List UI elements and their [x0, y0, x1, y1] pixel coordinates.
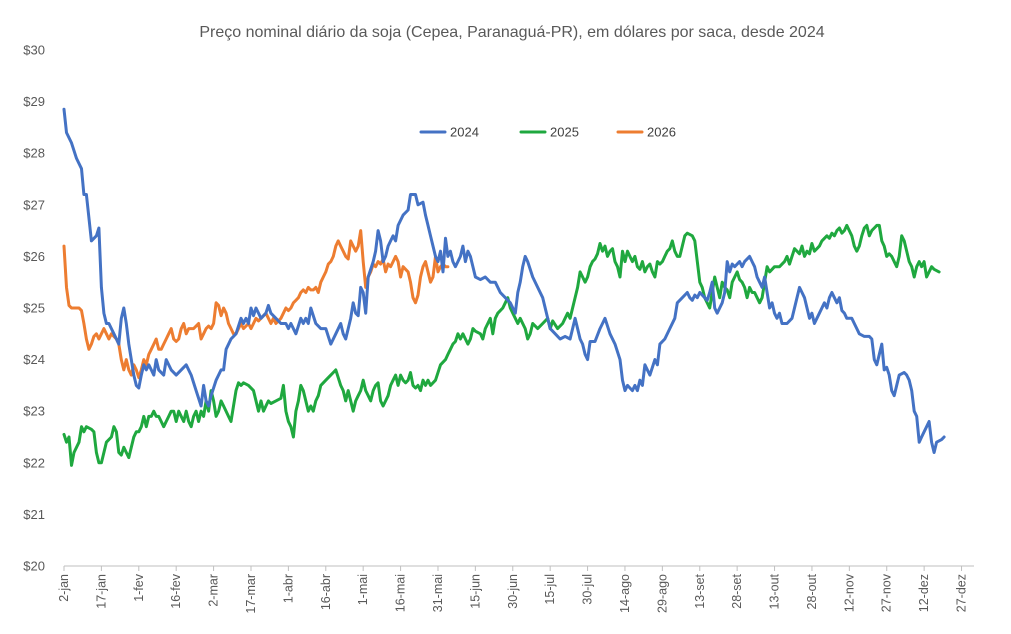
series-line-2025 [62, 223, 941, 467]
series-layer [62, 107, 946, 467]
x-tick-label: 15-jul [543, 574, 557, 605]
y-tick-label: $27 [23, 197, 45, 212]
y-tick-label: $29 [23, 94, 45, 109]
y-tick-label: $28 [23, 146, 45, 161]
x-tick-label: 29-ago [655, 574, 669, 613]
x-tick-label: 13-out [768, 573, 782, 609]
x-axis: 2-jan 17-jan 1-fev 16-fev 2-mar 17-mar 1-abr 16… [57, 565, 974, 614]
legend: 2024 2025 2026 [419, 125, 676, 140]
legend-label-2025: 2025 [550, 125, 579, 140]
x-tick-label: 16-fev [169, 573, 183, 608]
x-tick-label: 31-mai [431, 574, 445, 612]
x-tick-label: 27-nov [880, 573, 894, 612]
x-tick-label: 1-mai [356, 574, 370, 605]
y-tick-label: $26 [23, 249, 45, 264]
x-tick-label: 1-abr [281, 574, 295, 603]
y-tick-label: $22 [23, 455, 45, 470]
x-tick-label: 12-nov [842, 573, 856, 612]
x-tick-label: 30-jul [581, 574, 595, 605]
x-tick-label: 12-dez [917, 574, 931, 612]
x-tick-label: 15-jun [468, 574, 482, 609]
legend-label-2026: 2026 [647, 125, 676, 140]
y-tick-label: $25 [23, 301, 45, 316]
series-line-2024 [62, 107, 946, 454]
x-tick-label: 27-dez [955, 574, 969, 612]
y-tick-label: $20 [23, 559, 45, 574]
x-tick-label: 16-abr [319, 574, 333, 610]
x-tick-label: 28-set [730, 573, 744, 608]
y-tick-label: $23 [23, 404, 45, 419]
x-tick-label: 2-jan [57, 574, 71, 602]
legend-label-2024: 2024 [450, 125, 479, 140]
y-axis: $20 $21 $22 $23 $24 $25 $26 $27 $28 $29 $30 [23, 43, 45, 574]
x-tick-label: 2-mar [207, 574, 221, 607]
y-tick-label: $30 [23, 43, 45, 58]
chart-title: Preço nominal diário da soja (Cepea, Par… [199, 24, 824, 41]
x-tick-label: 28-out [805, 573, 819, 609]
x-tick-label: 13-set [693, 573, 707, 608]
x-tick-label: 30-jun [506, 574, 520, 609]
y-tick-label: $24 [23, 352, 45, 367]
x-tick-label: 16-mai [394, 574, 408, 612]
series-line-2026 [62, 229, 450, 380]
x-tick-label: 14-ago [618, 574, 632, 613]
x-tick-label: 1-fev [132, 573, 146, 602]
y-tick-label: $21 [23, 507, 45, 522]
x-tick-label: 17-jan [94, 574, 108, 609]
x-tick-label: 17-mar [244, 574, 258, 614]
